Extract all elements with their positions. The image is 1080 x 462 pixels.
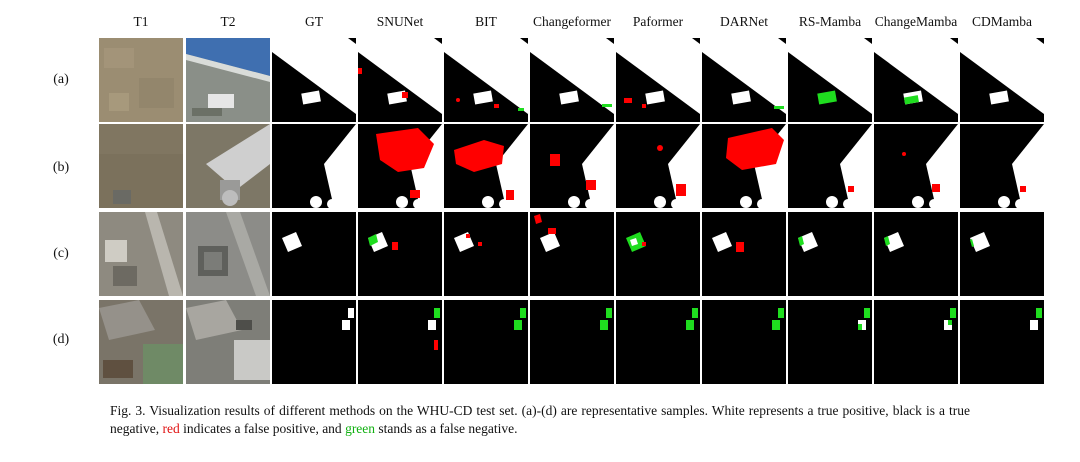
row-label-a: (a) bbox=[53, 72, 69, 87]
pred-b-darnet bbox=[702, 124, 786, 208]
pred-c-paformer bbox=[616, 212, 700, 296]
pred-c-snunet bbox=[358, 212, 442, 296]
image-c-t1 bbox=[99, 212, 183, 296]
caption-text-1: Fig. 3. Visualization results of differe… bbox=[110, 403, 970, 436]
caption-red-word: red bbox=[162, 421, 180, 436]
column-header-snunet: SNUNet bbox=[376, 14, 424, 29]
pred-a-changeformer bbox=[530, 38, 614, 122]
pred-a-bit bbox=[444, 38, 528, 122]
image-d-t1 bbox=[99, 300, 183, 384]
pred-b-paformer bbox=[616, 124, 700, 208]
pred-c-bit bbox=[444, 212, 528, 296]
column-header-rs-mamba: RS-Mamba bbox=[798, 14, 862, 29]
pred-c-darnet bbox=[702, 212, 786, 296]
image-a-t2 bbox=[186, 38, 270, 122]
caption-green-word: green bbox=[345, 421, 376, 436]
pred-d-darnet bbox=[702, 300, 786, 384]
pred-d-paformer bbox=[616, 300, 700, 384]
column-header-cdmamba: CDMamba bbox=[972, 14, 1032, 29]
pred-a-darnet bbox=[702, 38, 786, 122]
pred-a-changemamba bbox=[874, 38, 958, 122]
image-b-t1 bbox=[99, 124, 183, 208]
pred-c-changeformer bbox=[530, 212, 614, 296]
pred-d-cdmamba bbox=[960, 300, 1044, 384]
column-header-t2: T2 bbox=[220, 14, 236, 29]
column-header-t1: T1 bbox=[133, 14, 149, 29]
pred-b-snunet bbox=[358, 124, 442, 208]
pred-d-snunet bbox=[358, 300, 442, 384]
gt-c bbox=[272, 212, 356, 296]
pred-b-changemamba bbox=[874, 124, 958, 208]
image-a-t1 bbox=[99, 38, 183, 122]
row-label-b: (b) bbox=[52, 160, 70, 175]
column-header-changeformer: Changeformer bbox=[533, 14, 611, 29]
column-header-paformer: Paformer bbox=[632, 14, 684, 29]
pred-b-changeformer bbox=[530, 124, 614, 208]
gt-d bbox=[272, 300, 356, 384]
pred-a-snunet bbox=[358, 38, 442, 122]
image-c-t2 bbox=[186, 212, 270, 296]
pred-b-cdmamba bbox=[960, 124, 1044, 208]
gt-b bbox=[272, 124, 356, 208]
row-label-d: (d) bbox=[52, 332, 70, 347]
image-d-t2 bbox=[186, 300, 270, 384]
row-label-c: (c) bbox=[53, 246, 69, 261]
pred-a-paformer bbox=[616, 38, 700, 122]
pred-b-bit bbox=[444, 124, 528, 208]
pred-d-changeformer bbox=[530, 300, 614, 384]
caption-text-3: stands as a false negative. bbox=[378, 421, 518, 436]
pred-d-rs-mamba bbox=[788, 300, 872, 384]
pred-a-rs-mamba bbox=[788, 38, 872, 122]
column-header-darnet: DARNet bbox=[720, 14, 768, 29]
caption-text-2: indicates a false positive, and bbox=[183, 421, 342, 436]
pred-c-changemamba bbox=[874, 212, 958, 296]
column-header-changemamba: ChangeMamba bbox=[874, 14, 958, 29]
pred-c-cdmamba bbox=[960, 212, 1044, 296]
pred-a-cdmamba bbox=[960, 38, 1044, 122]
pred-d-changemamba bbox=[874, 300, 958, 384]
pred-c-rs-mamba bbox=[788, 212, 872, 296]
gt-a bbox=[272, 38, 356, 122]
column-header-bit: BIT bbox=[475, 14, 497, 29]
column-header-gt: GT bbox=[305, 14, 323, 29]
pred-b-rs-mamba bbox=[788, 124, 872, 208]
figure-caption: Fig. 3. Visualization results of differe… bbox=[110, 402, 970, 438]
image-b-t2 bbox=[186, 124, 270, 208]
pred-d-bit bbox=[444, 300, 528, 384]
